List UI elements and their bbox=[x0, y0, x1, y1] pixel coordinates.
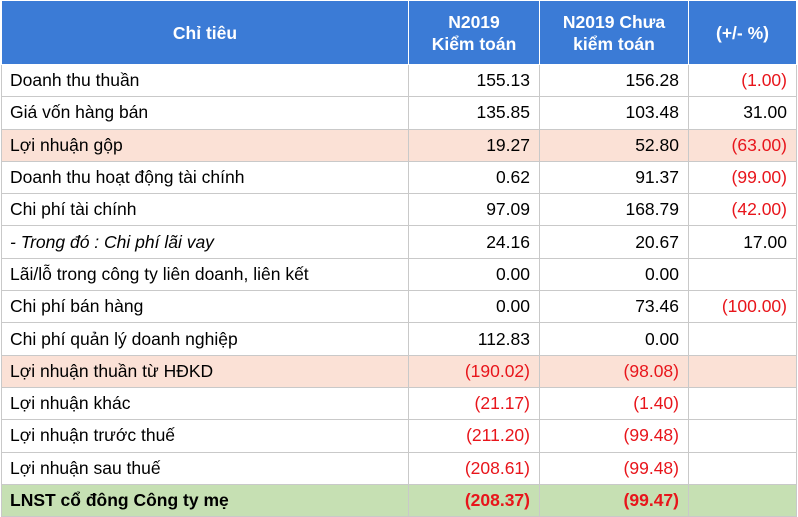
row-label: LNST cổ đông Công ty mẹ bbox=[1, 483, 409, 517]
cell-audited: 155.13 bbox=[408, 63, 540, 98]
table-body: Doanh thu thuần 155.13 156.28 (1.00) Giá vốn… bbox=[1, 63, 797, 517]
row-label: Lợi nhuận gộp bbox=[1, 128, 409, 162]
cell-audited: 0.00 bbox=[408, 290, 540, 324]
header-indicator: Chỉ tiêu bbox=[1, 0, 409, 65]
cell-change: (1.00) bbox=[688, 63, 797, 98]
cell-audited: 19.27 bbox=[408, 128, 540, 162]
cell-change: 17.00 bbox=[688, 225, 797, 259]
cell-change bbox=[688, 322, 797, 356]
header-audited-line1: N2019 bbox=[448, 11, 500, 32]
row-label: Lợi nhuận thuần từ HĐKD bbox=[1, 354, 409, 388]
row-label: Chi phí tài chính bbox=[1, 193, 409, 227]
table-header-row: Chỉ tiêu N2019 Kiểm toán N2019 Chưa kiểm… bbox=[1, 0, 797, 65]
cell-audited: (190.02) bbox=[408, 354, 540, 388]
cell-change bbox=[688, 419, 797, 453]
row-label: Lợi nhuận khác bbox=[1, 386, 409, 421]
cell-unaudited: (98.08) bbox=[539, 354, 689, 388]
cell-audited: 97.09 bbox=[408, 193, 540, 227]
row-label: Chi phí quản lý doanh nghiệp bbox=[1, 322, 409, 356]
cell-audited: 135.85 bbox=[408, 96, 540, 130]
cell-audited: (208.37) bbox=[408, 483, 540, 517]
table-row: Chi phí quản lý doanh nghiệp 112.83 0.00 bbox=[1, 322, 797, 356]
cell-audited: 0.00 bbox=[408, 257, 540, 292]
header-change-label: (+/- %) bbox=[716, 22, 769, 43]
table-row: Chi phí bán hàng 0.00 73.46 (100.00) bbox=[1, 290, 797, 324]
row-label: Doanh thu hoạt động tài chính bbox=[1, 160, 409, 195]
header-unaudited-line2: kiểm toán bbox=[573, 33, 655, 54]
cell-change bbox=[688, 257, 797, 292]
cell-unaudited: 156.28 bbox=[539, 63, 689, 98]
table-row: Lãi/lỗ trong công ty liên doanh, liên kế… bbox=[1, 257, 797, 292]
header-audited-line2: Kiểm toán bbox=[431, 33, 517, 54]
cell-unaudited: 168.79 bbox=[539, 193, 689, 227]
cell-unaudited: 103.48 bbox=[539, 96, 689, 130]
cell-unaudited: (1.40) bbox=[539, 386, 689, 421]
table-row: Lợi nhuận sau thuế (208.61) (99.48) bbox=[1, 451, 797, 485]
cell-audited: 24.16 bbox=[408, 225, 540, 259]
cell-change: (100.00) bbox=[688, 290, 797, 324]
cell-unaudited: 0.00 bbox=[539, 257, 689, 292]
cell-audited: 0.62 bbox=[408, 160, 540, 195]
table-row: LNST cổ đông Công ty mẹ (208.37) (99.47) bbox=[1, 483, 797, 517]
cell-unaudited: (99.48) bbox=[539, 451, 689, 485]
row-label: Lợi nhuận trước thuế bbox=[1, 419, 409, 453]
cell-unaudited: 52.80 bbox=[539, 128, 689, 162]
cell-audited: (21.17) bbox=[408, 386, 540, 421]
cell-audited: 112.83 bbox=[408, 322, 540, 356]
table-row: Giá vốn hàng bán 135.85 103.48 31.00 bbox=[1, 96, 797, 130]
table-row: Lợi nhuận thuần từ HĐKD (190.02) (98.08) bbox=[1, 354, 797, 388]
cell-audited: (208.61) bbox=[408, 451, 540, 485]
cell-unaudited: 20.67 bbox=[539, 225, 689, 259]
header-unaudited: N2019 Chưa kiểm toán bbox=[539, 0, 689, 65]
cell-change bbox=[688, 354, 797, 388]
table-row: Doanh thu thuần 155.13 156.28 (1.00) bbox=[1, 63, 797, 98]
table-row: Lợi nhuận trước thuế (211.20) (99.48) bbox=[1, 419, 797, 453]
cell-change: (63.00) bbox=[688, 128, 797, 162]
table-row: Chi phí tài chính 97.09 168.79 (42.00) bbox=[1, 193, 797, 227]
row-label: Giá vốn hàng bán bbox=[1, 96, 409, 130]
row-label: Chi phí bán hàng bbox=[1, 290, 409, 324]
row-label: - Trong đó : Chi phí lãi vay bbox=[1, 225, 409, 259]
cell-change bbox=[688, 483, 797, 517]
cell-audited: (211.20) bbox=[408, 419, 540, 453]
header-unaudited-line1: N2019 Chưa bbox=[562, 11, 666, 32]
cell-unaudited: (99.48) bbox=[539, 419, 689, 453]
cell-unaudited: 91.37 bbox=[539, 160, 689, 195]
cell-unaudited: (99.47) bbox=[539, 483, 689, 517]
row-label: Lợi nhuận sau thuế bbox=[1, 451, 409, 485]
row-label: Lãi/lỗ trong công ty liên doanh, liên kế… bbox=[1, 257, 409, 292]
row-label: Doanh thu thuần bbox=[1, 63, 409, 98]
table-row: - Trong đó : Chi phí lãi vay 24.16 20.67 17… bbox=[1, 225, 797, 259]
table-row: Doanh thu hoạt động tài chính 0.62 91.37 (9… bbox=[1, 160, 797, 195]
header-change: (+/- %) bbox=[688, 0, 797, 65]
table-row: Lợi nhuận gộp 19.27 52.80 (63.00) bbox=[1, 128, 797, 162]
cell-change bbox=[688, 386, 797, 421]
header-indicator-label: Chỉ tiêu bbox=[172, 22, 238, 43]
cell-change: 31.00 bbox=[688, 96, 797, 130]
cell-unaudited: 0.00 bbox=[539, 322, 689, 356]
table-row: Lợi nhuận khác (21.17) (1.40) bbox=[1, 386, 797, 421]
cell-change: (42.00) bbox=[688, 193, 797, 227]
cell-change: (99.00) bbox=[688, 160, 797, 195]
cell-unaudited: 73.46 bbox=[539, 290, 689, 324]
header-audited: N2019 Kiểm toán bbox=[408, 0, 540, 65]
cell-change bbox=[688, 451, 797, 485]
